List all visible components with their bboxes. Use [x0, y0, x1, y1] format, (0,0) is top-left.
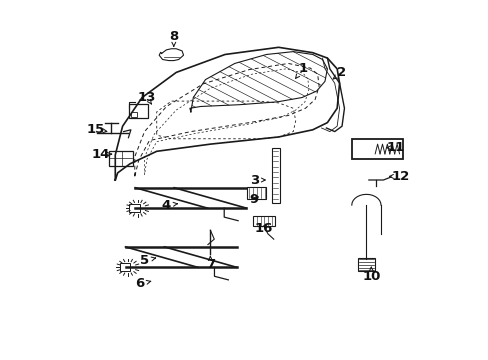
Text: 7: 7 — [205, 258, 215, 271]
Bar — [351, 139, 402, 159]
Bar — [109, 150, 133, 166]
Text: 16: 16 — [254, 222, 273, 235]
Bar — [271, 148, 279, 203]
Text: 2: 2 — [337, 66, 346, 79]
Bar — [357, 258, 374, 271]
Bar — [129, 204, 140, 212]
Bar — [129, 104, 148, 118]
Bar — [253, 216, 274, 226]
Text: 14: 14 — [91, 148, 110, 161]
Text: 3: 3 — [249, 174, 258, 186]
Text: 12: 12 — [390, 170, 409, 183]
Bar — [246, 187, 266, 199]
Text: 9: 9 — [249, 193, 258, 206]
Text: 1: 1 — [298, 62, 307, 75]
Bar — [131, 112, 137, 117]
Text: 4: 4 — [162, 199, 171, 212]
Text: 13: 13 — [138, 91, 156, 104]
Text: 6: 6 — [135, 278, 144, 291]
Text: 5: 5 — [140, 254, 149, 267]
Text: 8: 8 — [169, 30, 178, 43]
Text: 10: 10 — [361, 270, 380, 283]
Text: 11: 11 — [386, 141, 404, 154]
Text: 15: 15 — [86, 123, 105, 136]
Bar — [120, 263, 130, 271]
